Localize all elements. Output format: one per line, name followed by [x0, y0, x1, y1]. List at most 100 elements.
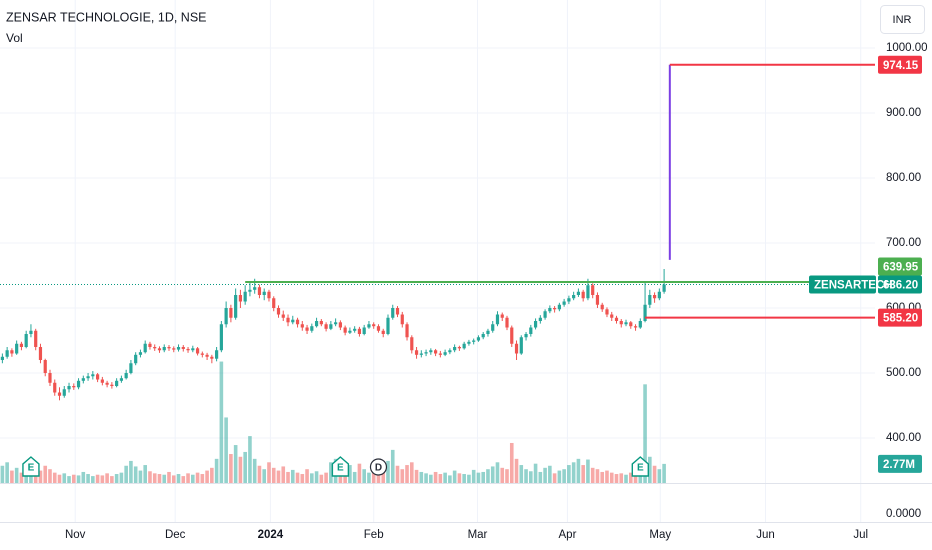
volume-bar — [52, 472, 57, 483]
candle-body — [533, 321, 538, 328]
volume-bar — [609, 472, 614, 483]
candle-body — [19, 343, 24, 348]
volume-bar — [405, 465, 409, 483]
volume-bar — [628, 472, 633, 483]
target-price-tag: 974.15 — [883, 60, 919, 72]
volume-bar — [529, 471, 533, 483]
x-tick-label: Dec — [165, 529, 186, 541]
volume-bar — [648, 456, 652, 483]
volume-bar — [0, 465, 5, 483]
volume-bar — [329, 462, 333, 483]
volume-bar — [91, 476, 95, 483]
candle-body — [476, 337, 481, 341]
volume-bar — [357, 463, 362, 483]
volume-bar — [352, 471, 357, 483]
candle-body — [238, 295, 243, 302]
candle-body — [172, 348, 176, 350]
candle-body — [267, 291, 271, 299]
candle-body — [586, 285, 590, 299]
candle-body — [0, 356, 4, 361]
volume-bar — [110, 476, 114, 483]
volume-indicator-label: Vol — [6, 31, 23, 45]
volume-bar — [62, 473, 67, 483]
candle-body — [295, 319, 300, 325]
volume-bar — [662, 463, 666, 483]
volume-bar — [271, 467, 276, 483]
candle-body — [119, 378, 123, 381]
candle-body — [443, 352, 447, 355]
candle-body — [205, 354, 209, 357]
volume-bar — [509, 442, 514, 483]
volume-bar — [176, 474, 181, 483]
volume-bar — [419, 471, 424, 483]
candle-body — [652, 295, 657, 299]
candle-body — [234, 295, 238, 318]
candle-body — [338, 322, 342, 328]
candle-body — [86, 376, 90, 379]
candle-body — [353, 328, 357, 331]
volume-bar — [657, 469, 662, 483]
candle-body — [81, 378, 85, 381]
candle-body — [595, 295, 600, 305]
candle-body — [662, 284, 666, 292]
volume-bar — [386, 460, 390, 483]
candle-body — [348, 330, 352, 333]
volume-bar — [138, 470, 143, 483]
volume-bar — [286, 471, 290, 483]
volume-bar — [448, 475, 452, 483]
volume-bar — [371, 467, 376, 483]
candle-body — [633, 326, 638, 328]
earnings-marker — [631, 456, 650, 477]
volume-bar — [481, 471, 486, 483]
volume-bar — [19, 472, 24, 483]
candle-body — [410, 337, 414, 351]
candle-body — [557, 304, 561, 310]
volume-bar — [552, 473, 557, 483]
dividend-marker — [369, 458, 388, 476]
volume-bar — [48, 469, 52, 483]
candle-body — [319, 321, 323, 325]
currency-button[interactable] — [880, 5, 925, 34]
candle-body — [148, 343, 152, 348]
candle-body — [343, 327, 347, 333]
currency-label[interactable]: INR — [893, 14, 912, 26]
candle-body — [219, 324, 223, 351]
volume-bar — [500, 467, 505, 483]
volume-bar — [95, 474, 100, 483]
candle-body — [105, 382, 109, 385]
candle-body — [34, 330, 38, 348]
volume-bar — [167, 471, 171, 483]
volume-bar — [614, 474, 619, 483]
candle-body — [276, 308, 281, 315]
volume-bar — [524, 469, 528, 483]
volume-bar — [557, 470, 562, 483]
candle-body — [372, 324, 376, 327]
candle-body — [391, 308, 395, 318]
candle-body — [181, 347, 185, 349]
volume-bar — [538, 471, 543, 483]
volume-bar — [5, 462, 9, 483]
volume-bar — [210, 467, 214, 483]
x-tick-label: Apr — [559, 529, 577, 541]
candle-body — [605, 309, 609, 315]
volume-bar — [67, 476, 71, 483]
volume-bar — [100, 475, 105, 483]
candle-body — [467, 341, 471, 344]
volume-bar — [10, 470, 14, 483]
volume-bar — [457, 473, 462, 483]
candle-body — [438, 353, 442, 355]
y-tick-label: 700.00 — [886, 237, 921, 249]
candle-body — [200, 353, 204, 355]
candle-body — [134, 354, 138, 364]
candle-body — [10, 350, 14, 354]
candle-body — [624, 322, 628, 325]
candle-body — [472, 340, 476, 342]
candle-body — [38, 347, 43, 361]
event-marker-label: E — [637, 463, 644, 474]
volume-bar — [495, 462, 500, 483]
candle-body — [567, 298, 571, 302]
candle-body — [29, 330, 33, 335]
x-tick-label: Feb — [364, 529, 384, 541]
candle-body — [519, 337, 523, 354]
candle-body — [129, 363, 133, 374]
